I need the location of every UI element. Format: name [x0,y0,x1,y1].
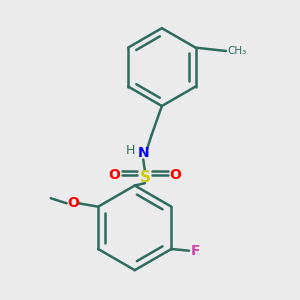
Text: O: O [67,196,79,210]
Text: CH₃: CH₃ [228,46,247,56]
Text: F: F [190,244,200,258]
Text: N: N [137,146,149,161]
Text: O: O [109,168,120,182]
Text: O: O [169,168,181,182]
Text: S: S [140,169,150,184]
Text: H: H [126,144,135,157]
